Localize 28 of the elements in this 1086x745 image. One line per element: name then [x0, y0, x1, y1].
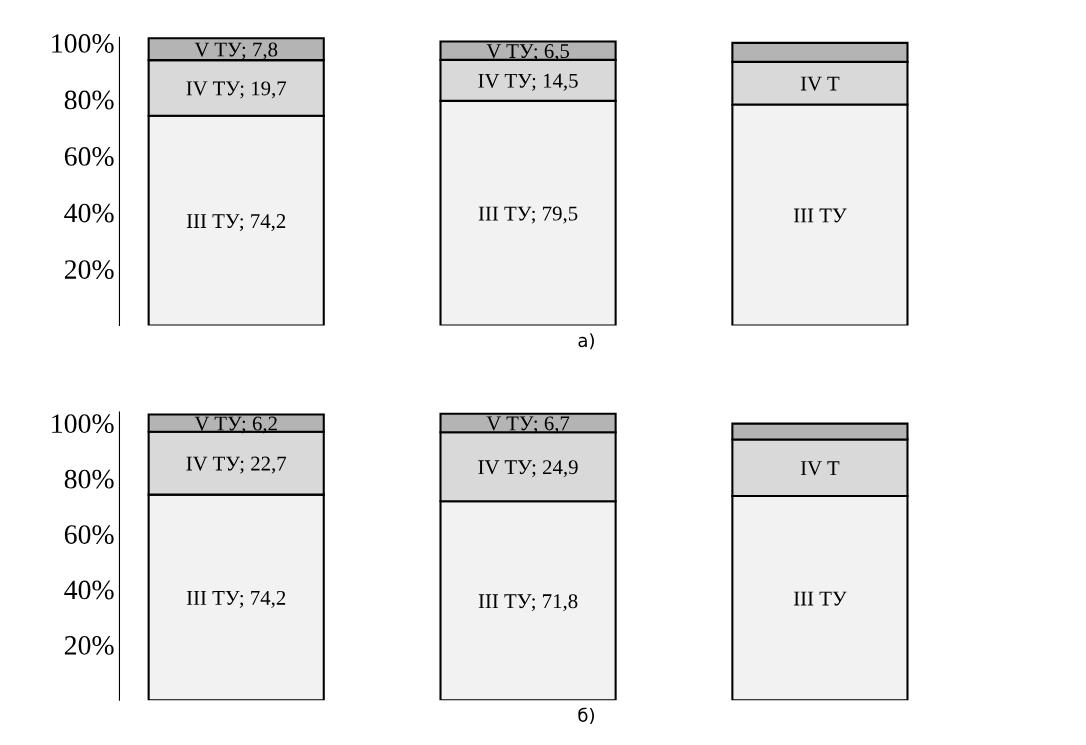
- data-label: V ТУ; 6,2: [194, 416, 277, 434]
- y-tick-label: 40%: [64, 203, 114, 223]
- x-axis-title: б): [578, 707, 594, 725]
- data-label: IV ТУ; 22,7: [186, 456, 287, 474]
- data-label: IV Т: [800, 461, 840, 476]
- y-tick-label: 100%: [52, 34, 114, 53]
- y-tick-label: 100%: [52, 414, 114, 434]
- data-label: III ТУ: [793, 208, 847, 223]
- data-label: IV ТУ; 19,7: [186, 81, 287, 99]
- data-label: III ТУ; 71,8: [478, 594, 578, 612]
- y-tick-label: 20%: [64, 636, 114, 655]
- y-tick-label: 60%: [64, 147, 114, 166]
- y-tick-label: 60%: [64, 525, 114, 544]
- data-label: IV ТУ; 24,9: [478, 460, 578, 478]
- data-label: III ТУ; 79,5: [478, 206, 578, 224]
- data-label: IV ТУ; 14,5: [478, 73, 578, 91]
- data-label: V ТУ; 6,5: [486, 44, 570, 62]
- data-label: IV Т: [800, 76, 840, 91]
- x-axis-title: а): [578, 333, 594, 350]
- y-tick-label: 40%: [64, 580, 114, 600]
- data-label: III ТУ; 74,2: [186, 590, 286, 608]
- y-tick-label: 80%: [64, 90, 114, 110]
- data-label: III ТУ; 74,2: [186, 214, 286, 232]
- data-label: V ТУ; 7,8: [194, 42, 278, 60]
- y-tick-label: 20%: [64, 260, 114, 280]
- data-label: III ТУ: [793, 591, 847, 606]
- y-tick-label: 80%: [64, 469, 114, 489]
- data-label: V ТУ; 6,7: [486, 416, 570, 434]
